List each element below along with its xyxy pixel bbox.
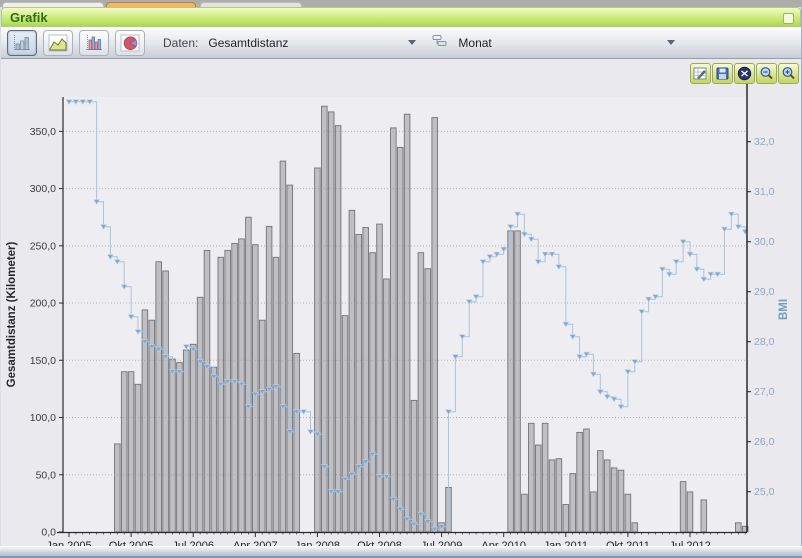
chart-area: 0,0 50,0 100,0 150,0 200,0 250,0 300,0 350,0 25,… — [1, 59, 800, 546]
svg-text:50,0: 50,0 — [36, 469, 57, 481]
svg-text:30,0: 30,0 — [754, 236, 775, 248]
pie-chart-type-button[interactable] — [115, 29, 145, 56]
daten-label: Daten: — [163, 35, 199, 50]
combo-chart-distance-bmi: 0,0 50,0 100,0 150,0 200,0 250,0 300,0 350,0 25,… — [6, 75, 790, 546]
export-chart-icon — [693, 67, 707, 80]
svg-text:25,0: 25,0 — [754, 486, 775, 498]
page-title: Grafik — [10, 9, 48, 25]
svg-text:26,0: 26,0 — [754, 436, 775, 448]
tab-stub-3[interactable] — [200, 2, 302, 10]
daten-combobox[interactable]: Gesamtdistanz — [208, 35, 289, 50]
svg-text:31,0: 31,0 — [754, 186, 775, 198]
svg-text:28,0: 28,0 — [754, 336, 775, 348]
area-chart-icon — [48, 34, 68, 51]
right-axis-title: BMI — [778, 299, 790, 320]
svg-text:Jul 2006: Jul 2006 — [172, 540, 214, 546]
group-combobox[interactable]: Monat — [458, 35, 492, 50]
chevron-down-icon[interactable] — [666, 40, 675, 45]
zoom-out-icon — [760, 67, 773, 80]
save-icon — [716, 67, 729, 80]
window-frame-left — [0, 7, 1, 546]
bar-chart-icon — [14, 34, 30, 50]
grouping-icon — [432, 34, 448, 52]
save-chart-button[interactable] — [712, 63, 733, 84]
panel-header: Grafik — [1, 7, 801, 27]
chart-mini-toolbar — [689, 63, 799, 84]
svg-text:350,0: 350,0 — [30, 126, 56, 138]
svg-text:100,0: 100,0 — [30, 412, 56, 424]
svg-text:27,0: 27,0 — [754, 386, 775, 398]
svg-text:Apr 2010: Apr 2010 — [481, 540, 526, 546]
svg-text:Jul 2012: Jul 2012 — [669, 540, 711, 546]
svg-text:Jul 2009: Jul 2009 — [421, 540, 463, 546]
window-frame-bottom — [0, 546, 802, 558]
svg-text:29,0: 29,0 — [754, 286, 775, 298]
svg-text:300,0: 300,0 — [30, 183, 56, 195]
svg-text:Okt 2011: Okt 2011 — [606, 540, 650, 546]
grouped-bar-chart-icon — [86, 34, 102, 50]
svg-text:0,0: 0,0 — [41, 527, 56, 539]
svg-text:Jan 2005: Jan 2005 — [46, 540, 91, 546]
pie-chart-icon — [120, 34, 140, 51]
svg-text:Okt 2005: Okt 2005 — [109, 540, 154, 546]
bar-chart-type-button[interactable] — [7, 29, 37, 56]
svg-text:200,0: 200,0 — [30, 298, 56, 310]
tab-strip — [0, 0, 802, 10]
svg-text:Apr 2007: Apr 2007 — [233, 540, 278, 546]
area-chart-type-button[interactable] — [43, 29, 73, 56]
grouped-bar-chart-type-button[interactable] — [79, 29, 109, 56]
tab-stub-1[interactable] — [2, 2, 104, 10]
chevron-down-icon[interactable] — [408, 40, 417, 45]
panel-collapse-icon[interactable] — [783, 13, 794, 24]
svg-text:150,0: 150,0 — [30, 355, 56, 367]
left-axis-title: Gesamtdistanz (Kilometer) — [6, 241, 18, 387]
reset-view-button[interactable] — [734, 63, 755, 84]
tab-stub-2-active[interactable] — [106, 2, 196, 10]
chart-toolbar: Daten: Gesamtdistanz Monat — [1, 27, 801, 59]
svg-text:32,0: 32,0 — [754, 136, 775, 148]
zoom-in-icon — [782, 67, 795, 80]
svg-text:Okt 2008: Okt 2008 — [357, 540, 402, 546]
svg-text:250,0: 250,0 — [30, 240, 56, 252]
zoom-out-button[interactable] — [756, 63, 777, 84]
svg-text:Jan 2008: Jan 2008 — [295, 540, 340, 546]
export-chart-button[interactable] — [690, 63, 711, 84]
svg-text:Jan 2011: Jan 2011 — [544, 540, 588, 546]
zoom-in-button[interactable] — [778, 63, 799, 84]
reset-view-icon — [737, 66, 752, 81]
